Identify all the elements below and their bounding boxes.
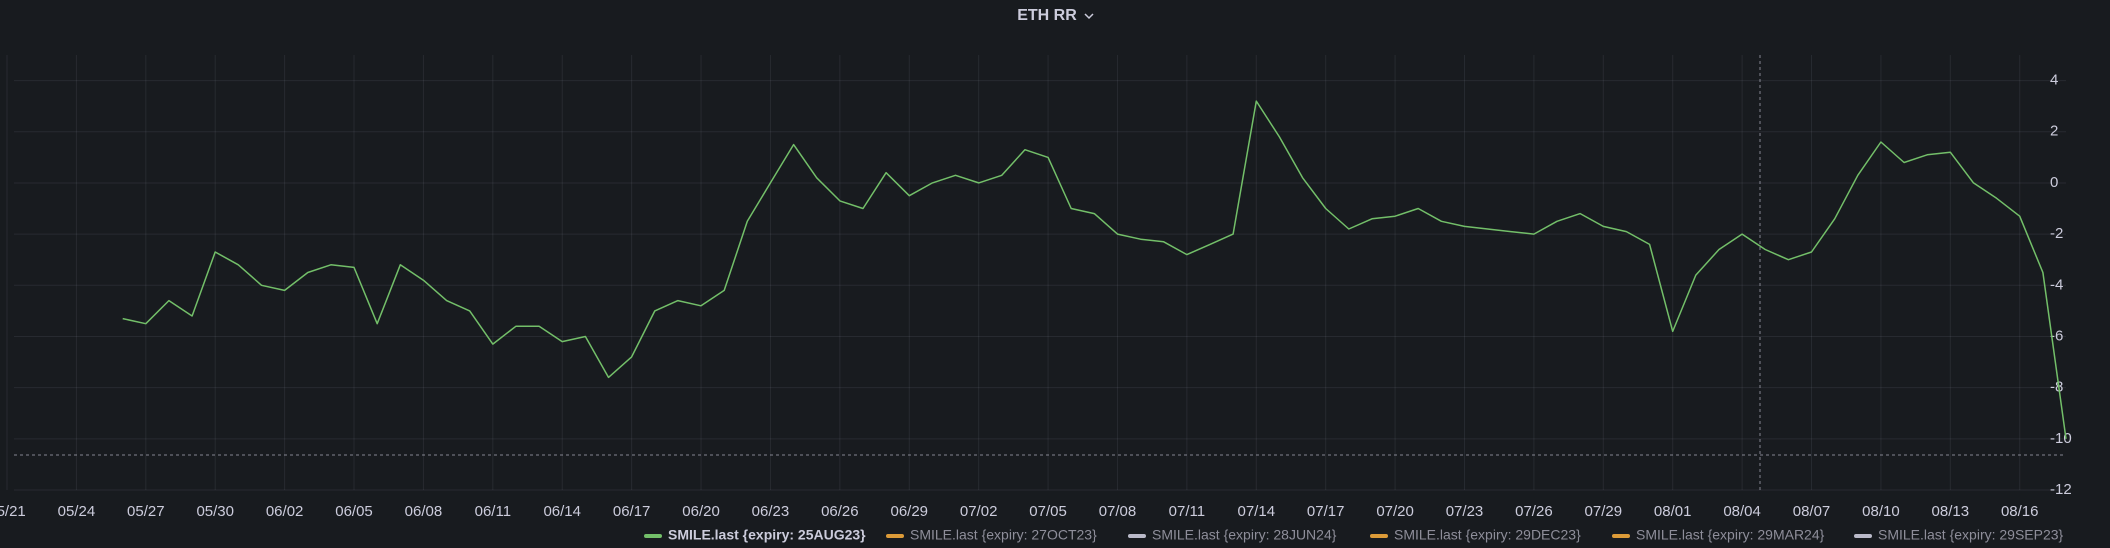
y-tick-label: 2 [2050, 123, 2058, 140]
x-tick-label: 07/26 [1515, 503, 1553, 520]
x-tick-label: 07/02 [960, 503, 998, 520]
x-tick-label: 06/20 [682, 503, 720, 520]
x-tick-label: 06/17 [613, 503, 651, 520]
y-tick-label: -10 [2050, 430, 2072, 447]
x-tick-label: 05/30 [196, 503, 234, 520]
x-tick-label: 08/07 [1793, 503, 1831, 520]
legend-label[interactable]: SMILE.last {expiry: 25AUG23} [668, 527, 866, 543]
chart-title[interactable]: ETH RR [1017, 7, 1077, 24]
x-tick-label: 06/08 [405, 503, 443, 520]
x-tick-label: 05/27 [127, 503, 165, 520]
x-tick-label: 08/01 [1654, 503, 1692, 520]
legend-label[interactable]: SMILE.last {expiry: 29DEC23} [1394, 527, 1581, 543]
x-tick-label: 06/29 [890, 503, 928, 520]
legend-label[interactable]: SMILE.last {expiry: 29MAR24} [1636, 527, 1825, 543]
x-tick-label: 06/11 [475, 503, 511, 520]
y-tick-label: -4 [2050, 276, 2063, 293]
x-tick-label: 06/26 [821, 503, 859, 520]
x-tick-label: 07/17 [1307, 503, 1345, 520]
x-tick-label: 07/14 [1238, 503, 1276, 520]
y-tick-label: -8 [2050, 379, 2063, 396]
legend-label[interactable]: SMILE.last {expiry: 27OCT23} [910, 527, 1097, 543]
x-tick-label: 07/29 [1585, 503, 1623, 520]
title-menu-chevron[interactable] [1084, 13, 1094, 20]
grid [6, 55, 2066, 491]
x-tick-label: 07/05 [1029, 503, 1067, 520]
x-tick-label: 08/13 [1932, 503, 1970, 520]
legend-label[interactable]: SMILE.last {expiry: 28JUN24} [1152, 527, 1337, 543]
x-tick-label: 06/14 [543, 503, 581, 520]
x-tick-label: 06/05 [335, 503, 373, 520]
x-tick-label: 05/21 [0, 503, 26, 520]
series-line [122, 100, 2067, 439]
x-tick-label: 06/23 [752, 503, 790, 520]
x-tick-label: 06/02 [266, 503, 304, 520]
y-tick-label: 0 [2050, 174, 2058, 191]
y-tick-label: -2 [2050, 225, 2063, 242]
x-tick-label: 07/11 [1169, 503, 1205, 520]
y-tick-label: 4 [2050, 72, 2058, 89]
x-tick-label: 08/10 [1862, 503, 1900, 520]
x-tick-label: 08/16 [2001, 503, 2039, 520]
y-tick-label: -12 [2050, 481, 2072, 498]
y-tick-label: -6 [2050, 327, 2063, 344]
x-tick-label: 07/23 [1446, 503, 1484, 520]
x-tick-label: 05/24 [58, 503, 96, 520]
legend-label[interactable]: SMILE.last {expiry: 29SEP23} [1878, 527, 2064, 543]
x-tick-label: 07/08 [1099, 503, 1137, 520]
x-tick-label: 07/20 [1376, 503, 1414, 520]
x-tick-label: 08/04 [1723, 503, 1761, 520]
